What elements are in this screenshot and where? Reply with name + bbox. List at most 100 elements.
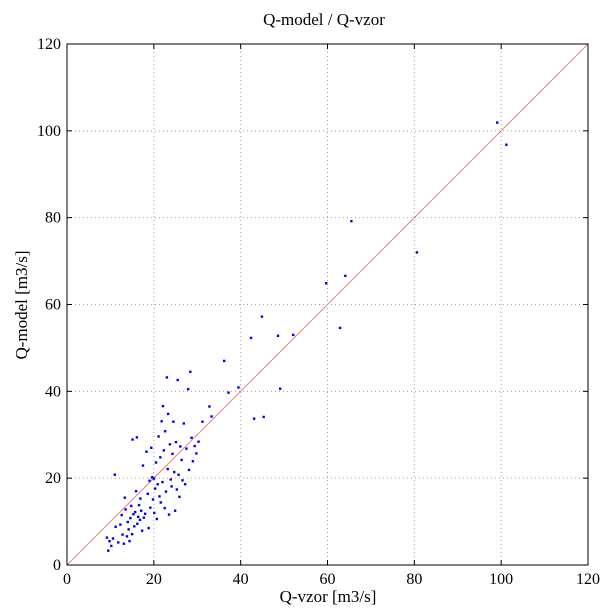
- data-point: [176, 378, 179, 382]
- data-point: [350, 219, 353, 223]
- data-point: [177, 473, 180, 476]
- data-point: [128, 539, 131, 543]
- data-point: [133, 510, 137, 514]
- data-point: [169, 478, 172, 481]
- data-point: [156, 483, 159, 486]
- x-axis-label: Q-vzor [m3/s]: [280, 587, 377, 606]
- x-tick-label: 0: [63, 571, 71, 588]
- data-point: [195, 452, 198, 455]
- data-point: [150, 476, 154, 479]
- data-point: [172, 420, 175, 423]
- data-points: [105, 121, 508, 552]
- data-point: [105, 536, 109, 539]
- x-tick-label: 120: [576, 571, 600, 588]
- data-point: [324, 282, 328, 285]
- data-point: [140, 529, 144, 532]
- data-point: [150, 446, 153, 449]
- data-point: [125, 535, 129, 538]
- data-point: [165, 376, 169, 379]
- data-point: [227, 391, 230, 394]
- data-point: [132, 513, 135, 516]
- data-point: [252, 417, 256, 420]
- data-point: [108, 539, 111, 543]
- data-point: [222, 359, 226, 363]
- data-point: [163, 430, 167, 433]
- data-point: [163, 506, 166, 510]
- data-point: [148, 479, 151, 482]
- data-point: [119, 523, 122, 526]
- data-point: [158, 495, 161, 498]
- data-point: [292, 333, 295, 337]
- data-point: [141, 464, 145, 467]
- x-tick-label: 20: [146, 571, 162, 588]
- data-point: [237, 386, 240, 389]
- data-point: [164, 490, 168, 493]
- y-tick-label: 80: [45, 210, 61, 227]
- data-point: [149, 506, 152, 509]
- data-point: [187, 468, 191, 472]
- data-point: [155, 517, 159, 521]
- data-point: [171, 452, 174, 456]
- data-point: [124, 508, 127, 511]
- data-point: [505, 143, 508, 146]
- data-point: [127, 528, 130, 531]
- data-point: [179, 445, 182, 448]
- data-point: [189, 370, 192, 373]
- data-point: [173, 470, 176, 474]
- data-point: [166, 467, 169, 471]
- data-point: [131, 438, 134, 441]
- x-tick-label: 60: [320, 571, 336, 588]
- x-axis-ticks: 0 20 40 60 80 100 120: [63, 44, 600, 588]
- data-point: [338, 326, 342, 330]
- x-tick-label: 80: [406, 571, 422, 588]
- data-point: [191, 460, 195, 463]
- y-axis-ticks: 0 20 40 60 80 100 120: [37, 36, 588, 574]
- data-point: [159, 456, 162, 459]
- data-point: [276, 334, 280, 337]
- data-point: [180, 458, 183, 462]
- y-tick-label: 100: [37, 123, 61, 140]
- data-point: [193, 444, 196, 448]
- y-tick-label: 0: [53, 557, 61, 574]
- data-point: [496, 121, 499, 124]
- data-point: [166, 412, 170, 416]
- data-point: [161, 480, 164, 484]
- data-point: [160, 420, 163, 423]
- data-point: [162, 449, 166, 452]
- data-point: [120, 513, 123, 517]
- data-point: [185, 447, 188, 450]
- data-point: [174, 440, 178, 444]
- data-point: [129, 516, 132, 520]
- data-point: [139, 497, 142, 500]
- data-point: [142, 516, 146, 519]
- data-point: [186, 387, 190, 391]
- data-point: [138, 518, 142, 522]
- y-tick-label: 40: [45, 383, 61, 400]
- data-point: [153, 511, 156, 515]
- data-point: [197, 440, 200, 443]
- data-point: [107, 549, 110, 552]
- data-point: [137, 503, 141, 507]
- data-point: [190, 436, 193, 439]
- data-point: [153, 487, 157, 490]
- data-point: [262, 415, 265, 419]
- data-point: [161, 404, 165, 408]
- data-point: [121, 533, 124, 536]
- data-point: [133, 525, 136, 528]
- data-point: [111, 537, 115, 540]
- data-point: [140, 509, 143, 512]
- data-point: [145, 450, 148, 453]
- x-tick-label: 40: [233, 571, 249, 588]
- y-tick-label: 60: [45, 297, 61, 314]
- data-point: [135, 436, 139, 439]
- data-point: [154, 461, 158, 464]
- data-point: [415, 251, 419, 254]
- data-point: [173, 509, 177, 512]
- y-tick-label: 20: [45, 470, 61, 487]
- chart-title: Q-model / Q-vzor: [263, 10, 385, 29]
- data-point: [175, 488, 179, 491]
- data-point: [137, 515, 140, 519]
- data-point: [122, 542, 126, 545]
- data-point: [278, 387, 282, 390]
